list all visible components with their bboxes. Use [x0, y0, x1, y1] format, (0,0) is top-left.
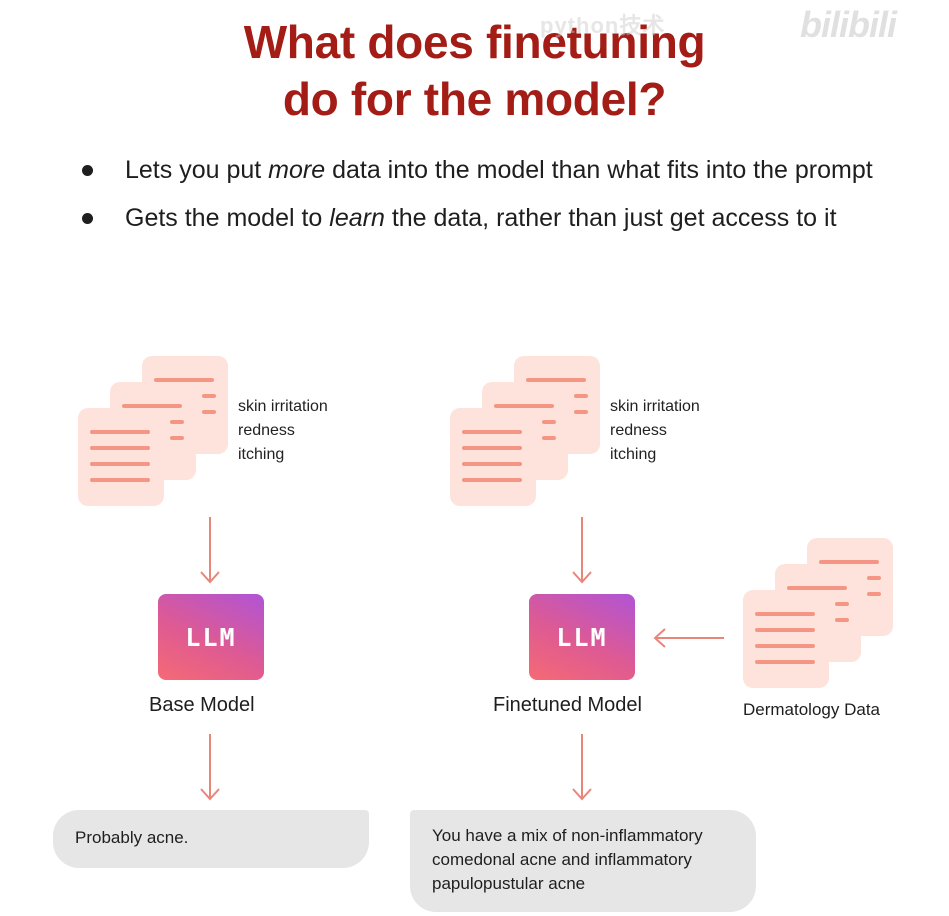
document-icon [743, 590, 829, 688]
base-model-label: Base Model [149, 694, 255, 716]
bullet-1-text-after: data into the model than what fits into … [325, 156, 873, 184]
document-icon [450, 408, 536, 506]
bullet-dot-icon [82, 213, 93, 224]
left-documents-stack-icon [78, 356, 228, 506]
base-model-response-bubble: Probably acne. [53, 810, 369, 868]
title-line-2: do for the model? [282, 73, 667, 125]
bullet-dot-icon [82, 165, 93, 176]
arrow-down-icon [572, 517, 592, 584]
symptom-label: redness [238, 422, 295, 439]
right-symptom-list: skin irritation redness itching [610, 395, 700, 467]
symptom-label: itching [238, 446, 285, 463]
symptom-label: itching [610, 446, 657, 463]
bullet-2-text-before: Gets the model to [125, 204, 330, 232]
right-documents-stack-icon [450, 356, 600, 506]
finetuned-llm-box: LLM [529, 594, 635, 680]
symptom-label: skin irritation [238, 398, 328, 415]
arrow-down-icon [200, 734, 220, 801]
slide-title: What does finetuning do for the model? [0, 14, 949, 128]
symptom-label: redness [610, 422, 667, 439]
dermatology-data-stack-icon [743, 538, 893, 688]
arrow-down-icon [200, 517, 220, 584]
bullet-list: Lets you put more data into the model th… [78, 146, 898, 242]
bullet-2-emphasis: learn [329, 204, 385, 232]
title-line-1: What does finetuning [243, 16, 706, 68]
bullet-2-text-after: the data, rather than just get access to… [384, 204, 837, 232]
bullet-1-text-before: Lets you put [125, 156, 269, 184]
finetuned-model-response-bubble: You have a mix of non-inflammatory comed… [410, 810, 756, 912]
symptom-label: skin irritation [610, 398, 700, 415]
bilibili-logo: bilibili [800, 4, 897, 45]
arrow-left-icon [653, 628, 724, 648]
dermatology-data-label: Dermatology Data [743, 700, 881, 719]
left-symptom-list: skin irritation redness itching [238, 395, 328, 467]
bullet-item-2: Gets the model to learn the data, rather… [78, 194, 898, 242]
finetuned-model-label: Finetuned Model [493, 694, 642, 716]
bullet-item-1: Lets you put more data into the model th… [78, 146, 898, 194]
document-icon [78, 408, 164, 506]
base-llm-box: LLM [158, 594, 264, 680]
bullet-1-emphasis: more [268, 156, 326, 184]
arrow-down-icon [572, 734, 592, 801]
watermark-text: python技术 [540, 13, 666, 38]
